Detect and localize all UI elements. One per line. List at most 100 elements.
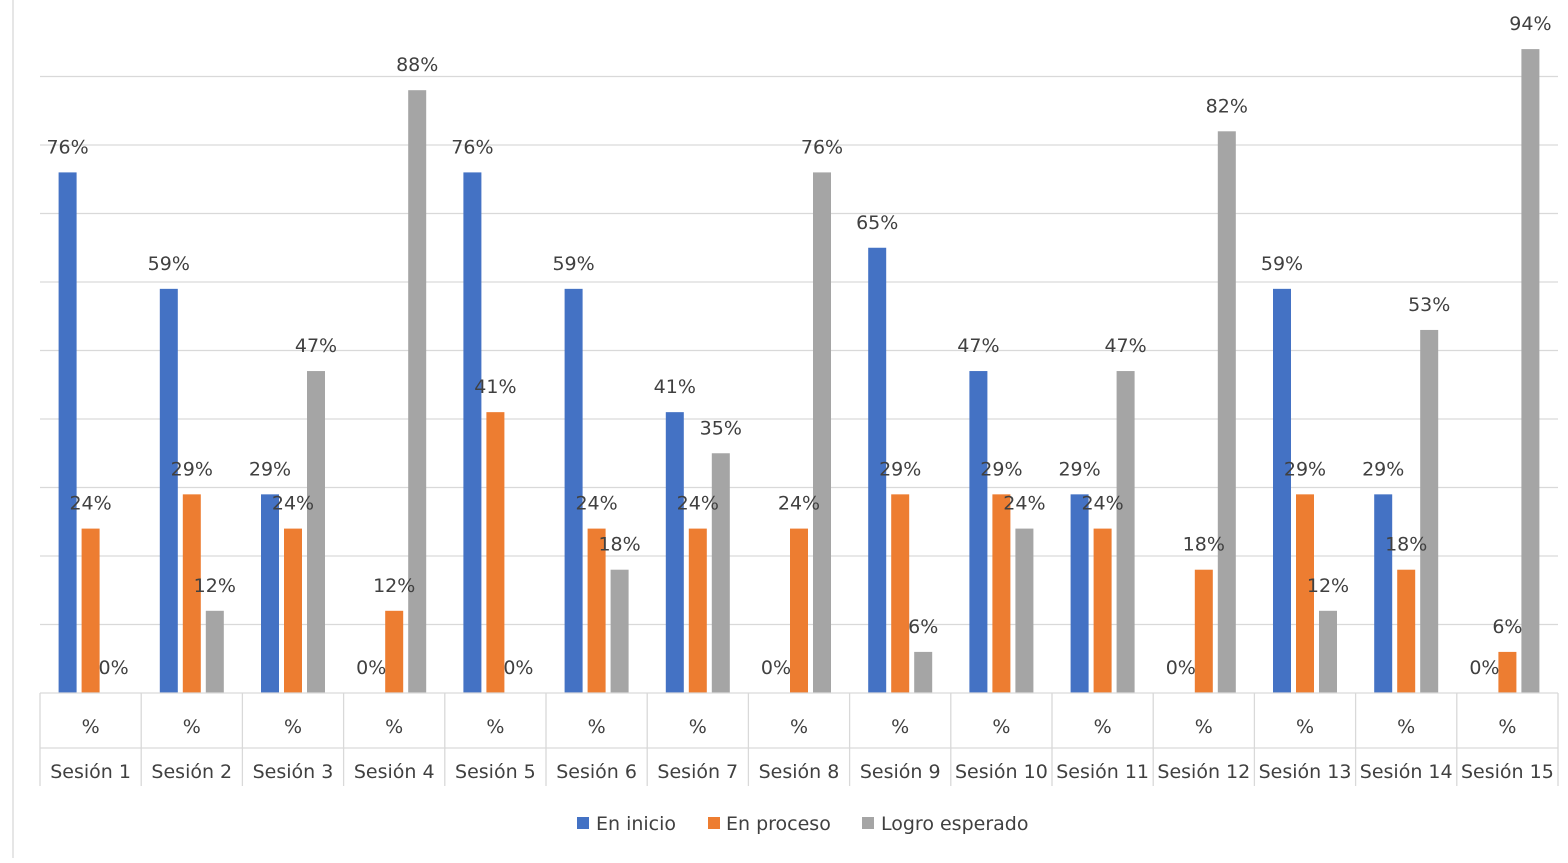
- bar: [992, 494, 1011, 693]
- bar: [261, 494, 279, 693]
- bar: [1217, 131, 1236, 694]
- legend-swatch: [577, 817, 589, 829]
- bar: [1093, 528, 1112, 693]
- bar: [81, 528, 100, 693]
- category-label: Sesión 2: [151, 761, 232, 783]
- bar: [969, 371, 988, 693]
- category-label: Sesión 15: [1461, 761, 1554, 783]
- category-label: Sesión 13: [1259, 761, 1352, 783]
- bar: [1296, 494, 1314, 693]
- data-label: 29%: [171, 458, 213, 480]
- data-label: 12%: [373, 575, 415, 597]
- bar: [307, 371, 325, 693]
- data-label: 94%: [1509, 13, 1551, 35]
- data-label: 24%: [69, 493, 111, 515]
- category-sublabel: %: [486, 716, 504, 738]
- bar: [1070, 494, 1089, 693]
- data-label: 0%: [99, 657, 129, 679]
- category-label: Sesión 7: [657, 761, 738, 783]
- data-label: 29%: [1362, 458, 1404, 480]
- bar: [1420, 329, 1439, 693]
- bar: [665, 412, 684, 693]
- category-sublabel: %: [790, 716, 808, 738]
- category-sublabel: %: [1498, 716, 1516, 738]
- data-label: 41%: [654, 376, 696, 398]
- data-label: 76%: [801, 136, 843, 158]
- data-label: 65%: [856, 212, 898, 234]
- data-label: 59%: [552, 253, 594, 275]
- data-labels: 76% 59% 29% 0% 76% 59% 41% 0% 65% 47% 29% 0% 59% 29% 0…: [46, 13, 1551, 679]
- data-label: 18%: [1183, 534, 1225, 556]
- bar: [564, 288, 583, 693]
- category-label: Sesión 9: [860, 761, 941, 783]
- bar: [688, 528, 707, 693]
- data-label: 76%: [46, 136, 88, 158]
- bars: [58, 49, 1540, 694]
- category-label: Sesión 6: [556, 761, 637, 783]
- category-label: Sesión 5: [455, 761, 536, 783]
- bar: [1374, 494, 1393, 693]
- data-label: 59%: [148, 253, 190, 275]
- category-axis: % Sesión 1% Sesión 2% Sesión 3% Sesión 4% Ses…: [39, 692, 1559, 786]
- data-label: 0%: [1469, 657, 1499, 679]
- category-label: Sesión 1: [50, 761, 131, 783]
- category-sublabel: %: [1094, 716, 1112, 738]
- bar: [587, 528, 606, 693]
- bar: [182, 494, 201, 693]
- data-label: 29%: [249, 458, 291, 480]
- category-sublabel: %: [1195, 716, 1213, 738]
- category-label: Sesión 12: [1157, 761, 1250, 783]
- bar: [813, 172, 831, 693]
- legend-label: En proceso: [726, 813, 831, 835]
- bar: [610, 569, 629, 693]
- category-sublabel: %: [284, 716, 302, 738]
- category-label: Sesión 4: [354, 761, 435, 783]
- data-label: 24%: [1003, 493, 1045, 515]
- bar: [1015, 528, 1034, 693]
- category-label: Sesión 3: [253, 761, 334, 783]
- legend-swatch: [862, 817, 874, 829]
- bar: [868, 247, 887, 693]
- data-label: 0%: [503, 657, 533, 679]
- bar: [1521, 49, 1540, 694]
- data-label: 18%: [1385, 534, 1427, 556]
- legend-label: En inicio: [596, 813, 676, 835]
- data-label: 47%: [957, 335, 999, 357]
- category-sublabel: %: [992, 716, 1010, 738]
- legend-swatch: [708, 817, 720, 829]
- category-sublabel: %: [183, 716, 201, 738]
- category-label: Sesión 11: [1056, 761, 1149, 783]
- bar: [58, 172, 77, 693]
- bar: [486, 412, 505, 693]
- data-label: 24%: [272, 493, 314, 515]
- data-label: 0%: [1166, 657, 1196, 679]
- bar: [284, 528, 302, 693]
- data-label: 6%: [908, 616, 938, 638]
- category-sublabel: %: [1397, 716, 1415, 738]
- bar: [891, 494, 910, 693]
- data-label: 18%: [598, 534, 640, 556]
- bar: [711, 453, 730, 693]
- data-label: 24%: [778, 493, 820, 515]
- category-sublabel: %: [588, 716, 606, 738]
- bar: [1397, 569, 1416, 693]
- category-label: Sesión 10: [955, 761, 1048, 783]
- data-label: 76%: [451, 136, 493, 158]
- category-label: Sesión 14: [1360, 761, 1453, 783]
- category-sublabel: %: [385, 716, 403, 738]
- bar: [385, 610, 404, 693]
- category-sublabel: %: [82, 716, 100, 738]
- bar: [1319, 610, 1337, 693]
- data-label: 29%: [980, 458, 1022, 480]
- data-label: 53%: [1408, 294, 1450, 316]
- data-label: 35%: [700, 417, 742, 439]
- bar: [159, 288, 178, 693]
- category-sublabel: %: [1296, 716, 1314, 738]
- data-label: 47%: [295, 335, 337, 357]
- bar: [1498, 651, 1517, 693]
- data-label: 41%: [474, 376, 516, 398]
- data-label: 29%: [879, 458, 921, 480]
- data-label: 29%: [1058, 458, 1100, 480]
- bar: [790, 528, 808, 693]
